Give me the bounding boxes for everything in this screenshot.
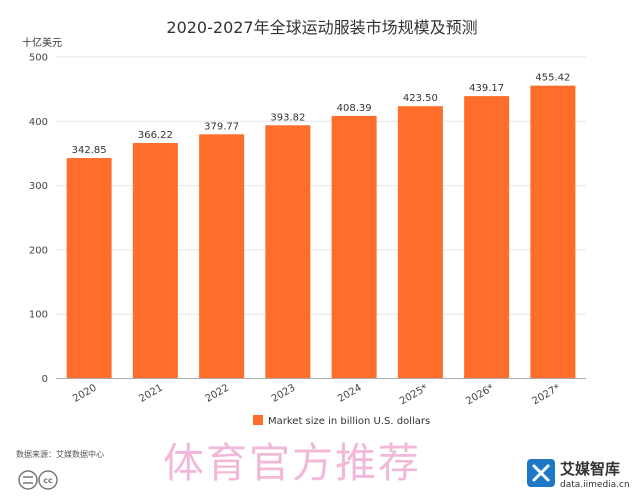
bar-value-label: 366.22 (138, 130, 173, 141)
y-axis-ticks: 0 100 200 300 400 500 (29, 53, 48, 386)
equals-license-icon (18, 470, 38, 490)
legend: Market size in billion U.S. dollars (253, 415, 430, 427)
y-axis-unit-label: 十亿美元 (22, 36, 62, 49)
x-tick-label: 2021 (137, 383, 165, 405)
bar (199, 134, 245, 379)
x-tick-label: 2020 (71, 383, 99, 405)
bar (265, 125, 311, 379)
bar-value-label: 379.77 (204, 121, 239, 132)
x-tick-label: 2025* (398, 383, 430, 408)
x-tick-label: 2024 (336, 383, 364, 405)
brand-url: data.iimedia.cn (560, 480, 630, 490)
cc-license-icon (38, 470, 58, 490)
bar (331, 115, 377, 379)
bar-value-label: 393.82 (270, 112, 305, 123)
legend-swatch (253, 415, 263, 425)
y-tick-label: 100 (29, 310, 48, 321)
bar (132, 143, 178, 379)
y-tick-label: 500 (29, 53, 48, 64)
bar-value-label: 342.85 (72, 145, 107, 156)
chart-title: 2020-2027年全球运动服装市场规模及预测 (166, 18, 477, 37)
brand-logo: 艾媒智库 data.iimedia.cn (527, 459, 630, 490)
bar-value-labels: 342.85 366.22 379.77 393.82 408.39 423.50 439.… (72, 73, 571, 156)
bar (397, 106, 443, 379)
svg-text:cc: cc (43, 476, 53, 485)
bar-value-label: 423.50 (403, 93, 438, 104)
bar (66, 158, 112, 379)
bar (464, 96, 510, 379)
y-tick-label: 0 (42, 374, 48, 385)
watermark-text: 体育官方推荐 (163, 439, 421, 487)
y-tick-label: 400 (29, 117, 48, 128)
bar (530, 85, 576, 379)
x-axis-ticks: 2020 2021 2022 2023 2024 2025* 2026* 2027* (71, 383, 562, 408)
y-tick-label: 300 (29, 181, 48, 192)
y-tick-label: 200 (29, 245, 48, 256)
legend-label: Market size in billion U.S. dollars (268, 416, 430, 427)
source-note: 数据来源：艾媒数据中心 (16, 449, 104, 459)
x-tick-label: 2026* (464, 383, 496, 408)
x-tick-label: 2027* (531, 383, 563, 408)
x-tick-label: 2022 (204, 383, 232, 405)
bar-value-label: 455.42 (535, 73, 570, 84)
bars (66, 85, 576, 379)
x-tick-label: 2023 (270, 383, 298, 405)
license-icons: cc (18, 470, 58, 490)
brand-name: 艾媒智库 (560, 460, 620, 478)
bar-value-label: 439.17 (469, 83, 504, 94)
bar-value-label: 408.39 (337, 103, 372, 114)
